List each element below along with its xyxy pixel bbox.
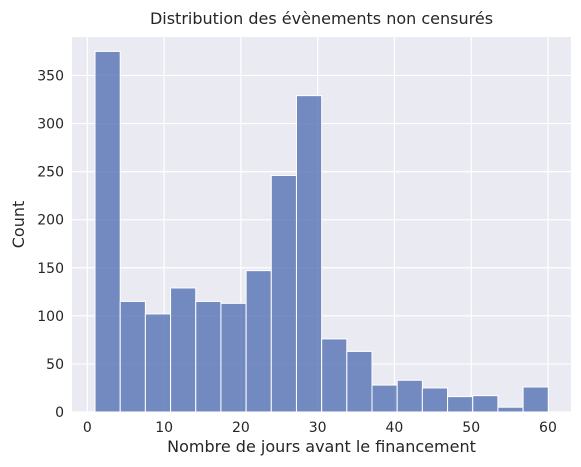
x-tick-label: 40 [386, 420, 404, 436]
histogram-bars [94, 50, 549, 413]
x-tick-label: 10 [155, 420, 173, 436]
y-tick-label: 50 [46, 357, 64, 373]
y-tick-labels: 0 50 100 150 200 250 300 350 [37, 68, 64, 421]
histogram-bar [119, 300, 146, 413]
histogram-bar [295, 95, 323, 413]
y-tick-label: 150 [37, 261, 64, 277]
x-tick-label: 30 [309, 420, 327, 436]
histogram-bar [421, 387, 449, 413]
histogram-bar [497, 406, 524, 413]
histogram-bar [220, 302, 247, 413]
y-tick-label: 300 [37, 117, 64, 133]
chart-title: Distribution des évènements non censurés [150, 9, 493, 28]
histogram-bar [522, 386, 549, 413]
y-tick-label: 200 [37, 213, 64, 229]
histogram-bar [245, 270, 272, 413]
histogram-bar [195, 300, 222, 413]
histogram-bar [170, 287, 197, 413]
y-tick-label: 350 [37, 68, 64, 84]
histogram-bar [472, 395, 499, 413]
x-axis-label: Nombre de jours avant le financement [167, 437, 476, 456]
x-tick-label: 50 [462, 420, 480, 436]
y-tick-label: 250 [37, 165, 64, 181]
y-tick-label: 100 [37, 309, 64, 325]
histogram-bar [396, 379, 423, 413]
x-tick-label: 0 [83, 420, 92, 436]
histogram-bar [447, 396, 474, 413]
histogram-bar [346, 350, 373, 413]
y-axis-label: Count [9, 201, 28, 249]
histogram-bar [321, 338, 348, 413]
histogram-bar [270, 174, 297, 413]
histogram-bar [94, 50, 121, 413]
histogram-bar [371, 384, 398, 413]
x-tick-label: 20 [232, 420, 250, 436]
y-tick-label: 0 [55, 405, 64, 421]
histogram-bar [144, 313, 172, 413]
x-tick-label: 60 [539, 420, 557, 436]
x-tick-labels: 0 10 20 30 40 50 60 [83, 420, 557, 436]
